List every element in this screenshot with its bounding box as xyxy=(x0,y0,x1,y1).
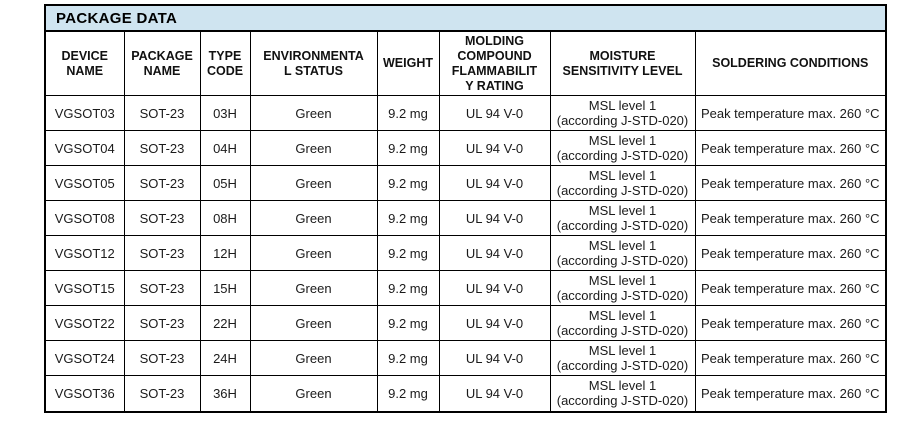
header-soldering-conditions: SOLDERING CONDITIONS xyxy=(694,31,885,96)
table-row: VGSOT15 SOT-23 15H Green 9.2 mg UL 94 V-… xyxy=(46,270,885,306)
cell-weight: 9.2 mg xyxy=(376,200,440,236)
cell-package-name: SOT-23 xyxy=(123,270,201,306)
cell-package-name: SOT-23 xyxy=(123,200,201,236)
cell-package-name: SOT-23 xyxy=(123,375,201,411)
cell-env-status: Green xyxy=(249,130,378,166)
table-row: VGSOT05 SOT-23 05H Green 9.2 mg UL 94 V-… xyxy=(46,165,885,201)
cell-flammability: UL 94 V-0 xyxy=(438,305,551,341)
cell-package-name: SOT-23 xyxy=(123,340,201,376)
table-row: VGSOT04 SOT-23 04H Green 9.2 mg UL 94 V-… xyxy=(46,130,885,166)
cell-soldering: Peak temperature max. 260 °C xyxy=(694,95,885,131)
cell-weight: 9.2 mg xyxy=(376,305,440,341)
cell-type-code: 36H xyxy=(199,375,251,411)
cell-flammability: UL 94 V-0 xyxy=(438,235,551,271)
package-data-grid: DEVICE NAME PACKAGE NAME TYPE CODE ENVIR… xyxy=(46,31,885,411)
cell-type-code: 12H xyxy=(199,235,251,271)
header-moisture-sensitivity: MOISTURE SENSITIVITY LEVEL xyxy=(549,31,696,96)
cell-msl: MSL level 1 (according J-STD-020) xyxy=(549,375,696,411)
cell-device-name: VGSOT03 xyxy=(46,95,125,131)
table-row: VGSOT22 SOT-23 22H Green 9.2 mg UL 94 V-… xyxy=(46,305,885,341)
cell-env-status: Green xyxy=(249,165,378,201)
cell-device-name: VGSOT22 xyxy=(46,305,125,341)
cell-env-status: Green xyxy=(249,200,378,236)
cell-type-code: 04H xyxy=(199,130,251,166)
cell-env-status: Green xyxy=(249,95,378,131)
cell-weight: 9.2 mg xyxy=(376,130,440,166)
cell-msl: MSL level 1 (according J-STD-020) xyxy=(549,235,696,271)
cell-soldering: Peak temperature max. 260 °C xyxy=(694,270,885,306)
cell-env-status: Green xyxy=(249,235,378,271)
header-weight: WEIGHT xyxy=(376,31,440,96)
cell-weight: 9.2 mg xyxy=(376,340,440,376)
cell-package-name: SOT-23 xyxy=(123,235,201,271)
cell-type-code: 05H xyxy=(199,165,251,201)
cell-weight: 9.2 mg xyxy=(376,375,440,411)
cell-device-name: VGSOT15 xyxy=(46,270,125,306)
header-type-code: TYPE CODE xyxy=(199,31,251,96)
cell-package-name: SOT-23 xyxy=(123,95,201,131)
header-package-name: PACKAGE NAME xyxy=(123,31,201,96)
cell-msl: MSL level 1 (according J-STD-020) xyxy=(549,340,696,376)
cell-flammability: UL 94 V-0 xyxy=(438,95,551,131)
cell-flammability: UL 94 V-0 xyxy=(438,375,551,411)
cell-type-code: 03H xyxy=(199,95,251,131)
cell-type-code: 15H xyxy=(199,270,251,306)
cell-device-name: VGSOT04 xyxy=(46,130,125,166)
table-row: VGSOT36 SOT-23 36H Green 9.2 mg UL 94 V-… xyxy=(46,375,885,411)
cell-device-name: VGSOT05 xyxy=(46,165,125,201)
cell-device-name: VGSOT12 xyxy=(46,235,125,271)
cell-package-name: SOT-23 xyxy=(123,165,201,201)
table-title: PACKAGE DATA xyxy=(46,6,885,31)
table-row: VGSOT03 SOT-23 03H Green 9.2 mg UL 94 V-… xyxy=(46,95,885,131)
header-device-name: DEVICE NAME xyxy=(46,31,125,96)
cell-flammability: UL 94 V-0 xyxy=(438,130,551,166)
cell-msl: MSL level 1 (according J-STD-020) xyxy=(549,130,696,166)
table-row: VGSOT08 SOT-23 08H Green 9.2 mg UL 94 V-… xyxy=(46,200,885,236)
header-environmental-status: ENVIRONMENTA L STATUS xyxy=(249,31,378,96)
cell-flammability: UL 94 V-0 xyxy=(438,165,551,201)
cell-soldering: Peak temperature max. 260 °C xyxy=(694,200,885,236)
package-data-table: PACKAGE DATA DEVICE NAME PACKAGE NAME TY… xyxy=(44,4,887,413)
cell-flammability: UL 94 V-0 xyxy=(438,200,551,236)
cell-package-name: SOT-23 xyxy=(123,305,201,341)
cell-device-name: VGSOT36 xyxy=(46,375,125,411)
cell-device-name: VGSOT08 xyxy=(46,200,125,236)
cell-env-status: Green xyxy=(249,270,378,306)
cell-soldering: Peak temperature max. 260 °C xyxy=(694,305,885,341)
cell-type-code: 22H xyxy=(199,305,251,341)
cell-msl: MSL level 1 (according J-STD-020) xyxy=(549,270,696,306)
cell-soldering: Peak temperature max. 260 °C xyxy=(694,235,885,271)
cell-msl: MSL level 1 (according J-STD-020) xyxy=(549,305,696,341)
header-row: DEVICE NAME PACKAGE NAME TYPE CODE ENVIR… xyxy=(46,31,885,96)
cell-soldering: Peak temperature max. 260 °C xyxy=(694,340,885,376)
cell-env-status: Green xyxy=(249,340,378,376)
cell-flammability: UL 94 V-0 xyxy=(438,270,551,306)
cell-weight: 9.2 mg xyxy=(376,165,440,201)
cell-msl: MSL level 1 (according J-STD-020) xyxy=(549,95,696,131)
cell-weight: 9.2 mg xyxy=(376,270,440,306)
cell-msl: MSL level 1 (according J-STD-020) xyxy=(549,165,696,201)
table-row: VGSOT24 SOT-23 24H Green 9.2 mg UL 94 V-… xyxy=(46,340,885,376)
cell-soldering: Peak temperature max. 260 °C xyxy=(694,130,885,166)
table-row: VGSOT12 SOT-23 12H Green 9.2 mg UL 94 V-… xyxy=(46,235,885,271)
cell-flammability: UL 94 V-0 xyxy=(438,340,551,376)
cell-type-code: 24H xyxy=(199,340,251,376)
cell-device-name: VGSOT24 xyxy=(46,340,125,376)
cell-soldering: Peak temperature max. 260 °C xyxy=(694,165,885,201)
cell-msl: MSL level 1 (according J-STD-020) xyxy=(549,200,696,236)
cell-package-name: SOT-23 xyxy=(123,130,201,166)
cell-env-status: Green xyxy=(249,375,378,411)
cell-soldering: Peak temperature max. 260 °C xyxy=(694,375,885,411)
cell-weight: 9.2 mg xyxy=(376,235,440,271)
header-flammability-rating: MOLDING COMPOUND FLAMMABILIT Y RATING xyxy=(438,31,551,96)
cell-env-status: Green xyxy=(249,305,378,341)
cell-type-code: 08H xyxy=(199,200,251,236)
cell-weight: 9.2 mg xyxy=(376,95,440,131)
